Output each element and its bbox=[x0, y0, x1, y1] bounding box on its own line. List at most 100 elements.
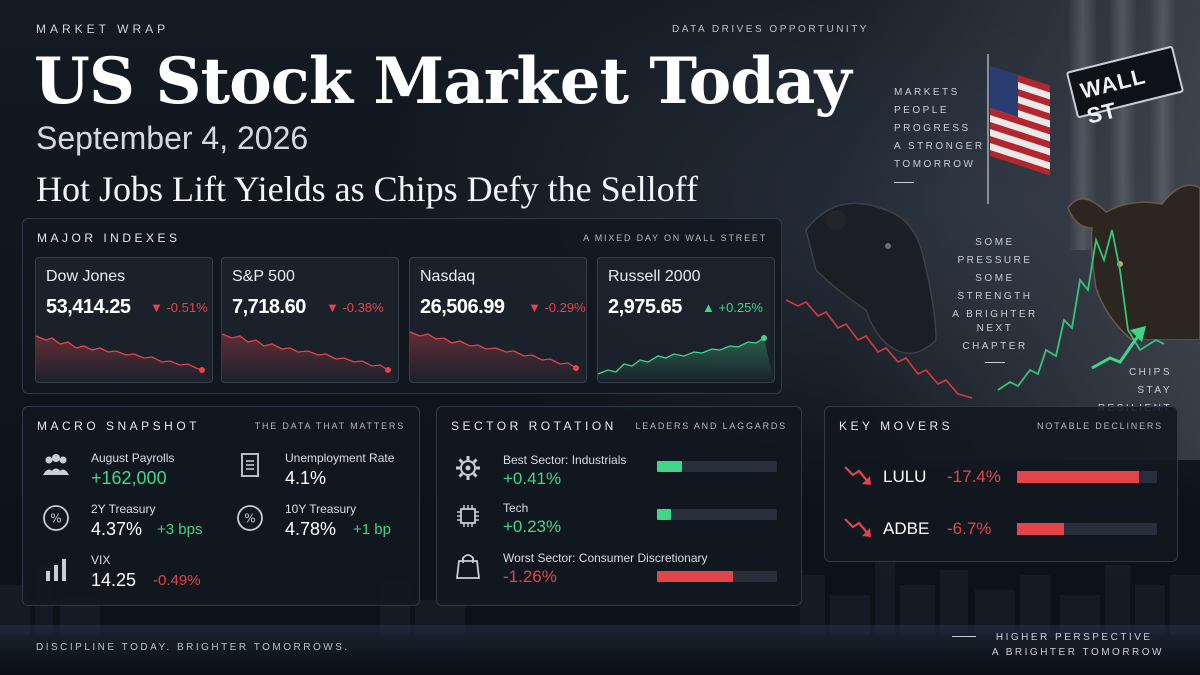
sector-label: Worst Sector: Consumer Discretionary bbox=[503, 551, 708, 565]
sector-value: -1.26% bbox=[503, 567, 557, 586]
percent-icon: % bbox=[237, 505, 263, 531]
sector-label: Best Sector: Industrials bbox=[503, 453, 626, 467]
side-text-line: STRENGTH bbox=[957, 291, 1033, 302]
side-text-line: TOMORROW bbox=[894, 159, 976, 170]
people-icon bbox=[43, 454, 69, 475]
panel-note: NOTABLE DECLINERS bbox=[1037, 421, 1163, 431]
index-sparkline bbox=[598, 335, 774, 382]
sector-rotation-panel: SECTOR ROTATION LEADERS AND LAGGARDS Bes… bbox=[436, 406, 802, 606]
mover-bar-fill bbox=[1017, 523, 1064, 535]
river bbox=[0, 625, 1200, 675]
mover-row-adbe[interactable]: ADBE -6.7% bbox=[839, 513, 1157, 543]
payrolls-value: +162,000 bbox=[91, 468, 167, 488]
mover-ticker: LULU bbox=[883, 467, 927, 486]
side-text-line: CHIPS bbox=[1128, 367, 1172, 378]
index-value: 26,506.99 bbox=[420, 296, 505, 318]
mover-row-lulu[interactable]: LULU -17.4% bbox=[839, 461, 1157, 491]
rising-market-line bbox=[997, 229, 1165, 391]
tagline: DATA DRIVES OPPORTUNITY bbox=[672, 24, 869, 35]
svg-text:%: % bbox=[50, 512, 61, 526]
divider bbox=[985, 362, 1005, 363]
trend-down-icon bbox=[844, 466, 871, 485]
unemployment-label: Unemployment Rate bbox=[285, 451, 395, 465]
index-sparkline bbox=[36, 335, 212, 382]
index-change: ▼ -0.38% bbox=[326, 300, 384, 315]
sector-bar-track bbox=[657, 571, 777, 582]
index-card-sp500[interactable]: S&P 500 7,718.60 ▼ -0.38% bbox=[221, 257, 399, 383]
payrolls-label: August Payrolls bbox=[91, 451, 175, 465]
kicker: MARKET WRAP bbox=[36, 22, 170, 36]
mover-ticker: ADBE bbox=[883, 519, 930, 538]
index-value: 2,975.65 bbox=[608, 296, 682, 318]
bar-chart-icon bbox=[46, 559, 66, 581]
side-text-line: PROGRESS bbox=[894, 123, 971, 134]
sector-bar-track bbox=[657, 509, 777, 520]
bear-icon bbox=[805, 202, 937, 355]
chips-arrow-icon bbox=[1091, 326, 1146, 370]
t10y-label: 10Y Treasury bbox=[285, 502, 357, 516]
sector-label: Tech bbox=[503, 501, 528, 515]
index-change: ▼ -0.51% bbox=[150, 300, 208, 315]
footer-left: DISCIPLINE TODAY. BRIGHTER TOMORROWS. bbox=[36, 642, 350, 653]
mover-change: -17.4% bbox=[947, 467, 1001, 486]
sector-name: Tech bbox=[503, 501, 529, 515]
index-sparkline bbox=[410, 331, 586, 382]
divider bbox=[951, 636, 976, 637]
index-sparkline bbox=[222, 333, 398, 382]
sector-bar-fill bbox=[657, 461, 682, 472]
panel-note: LEADERS AND LAGGARDS bbox=[635, 421, 787, 431]
unemployment-value: 4.1% bbox=[285, 468, 327, 488]
index-name: S&P 500 bbox=[232, 268, 295, 285]
side-text-line: NEXT CHAPTER bbox=[962, 323, 1028, 352]
index-change: ▲ +0.25% bbox=[702, 300, 763, 315]
panel-note: A MIXED DAY ON WALL STREET bbox=[583, 233, 767, 243]
index-card-dow[interactable]: Dow Jones 53,414.25 ▼ -0.51% bbox=[35, 257, 213, 383]
trend-down-icon bbox=[844, 518, 871, 537]
american-flag-icon bbox=[987, 54, 1050, 204]
vix-value: 14.25 bbox=[91, 570, 137, 590]
index-name: Nasdaq bbox=[420, 268, 476, 285]
side-text-line: A STRONGER bbox=[894, 141, 985, 152]
shopping-bag-icon bbox=[455, 554, 481, 579]
vix-change: -0.49% bbox=[153, 572, 201, 589]
t2y-change: +3 bps bbox=[157, 521, 203, 538]
percent-icon: % bbox=[43, 505, 69, 531]
panel-note: THE DATA THAT MATTERS bbox=[254, 421, 405, 431]
side-text-line: PRESSURE bbox=[957, 255, 1033, 266]
t10y-value: 4.78% bbox=[285, 519, 337, 539]
index-card-russell[interactable]: Russell 2000 2,975.65 ▲ +0.25% bbox=[597, 257, 775, 383]
sector-value: +0.41% bbox=[503, 469, 562, 488]
side-text-line: SOME bbox=[975, 273, 1015, 284]
index-name: Russell 2000 bbox=[608, 268, 701, 285]
side-text-line: MARKETS bbox=[894, 87, 960, 98]
index-name: Dow Jones bbox=[46, 268, 126, 285]
side-text-middle: SOME PRESSURE SOME STRENGTH A BRIGHTER N… bbox=[950, 234, 1040, 363]
index-change: ▼ -0.29% bbox=[528, 300, 586, 315]
side-text-upper: MARKETS PEOPLE PROGRESS A STRONGER TOMOR… bbox=[894, 84, 985, 183]
mover-change: -6.7% bbox=[947, 519, 992, 538]
vix-label: VIX bbox=[91, 553, 111, 567]
divider bbox=[894, 182, 914, 183]
bull-icon bbox=[1067, 184, 1200, 340]
index-value: 7,718.60 bbox=[232, 296, 306, 318]
t10y-change: +1 bp bbox=[353, 521, 391, 538]
footer-right-line-2: A BRIGHTER TOMORROW bbox=[991, 647, 1164, 658]
footer-right-line-1: HIGHER PERSPECTIVE bbox=[995, 632, 1153, 643]
index-card-nasdaq[interactable]: Nasdaq 26,506.99 ▼ -0.29% bbox=[409, 257, 587, 383]
side-text-line: SOME bbox=[975, 237, 1015, 248]
footer-right: HIGHER PERSPECTIVE A BRIGHTER TOMORROW bbox=[951, 630, 1164, 660]
macro-snapshot-panel: MACRO SNAPSHOT THE DATA THAT MATTERS Aug… bbox=[22, 406, 420, 606]
panel-heading: MACRO SNAPSHOT bbox=[37, 419, 201, 433]
page-date: September 4, 2026 bbox=[36, 120, 309, 156]
sector-name: Industrials bbox=[571, 453, 627, 467]
panel-heading: SECTOR ROTATION bbox=[451, 419, 617, 433]
sector-bar-fill bbox=[657, 509, 671, 520]
major-indexes-panel: MAJOR INDEXES A MIXED DAY ON WALL STREET… bbox=[22, 218, 782, 394]
panel-heading: MAJOR INDEXES bbox=[37, 231, 181, 245]
gear-icon bbox=[456, 456, 480, 480]
chip-icon bbox=[457, 505, 479, 527]
sector-bar-track bbox=[657, 461, 777, 472]
mover-bar-track bbox=[1017, 471, 1157, 483]
sector-bar-fill bbox=[657, 571, 733, 582]
sector-label-prefix: Worst Sector: bbox=[503, 551, 579, 565]
